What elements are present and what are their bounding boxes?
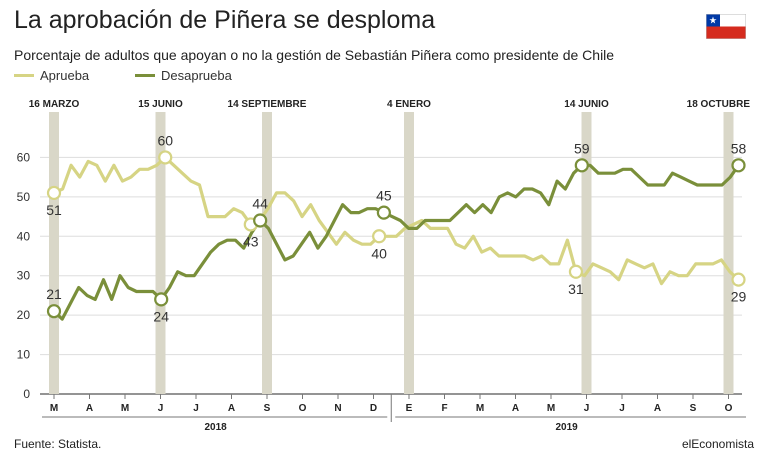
month-label: O <box>299 403 307 414</box>
month-label: N <box>334 403 341 414</box>
callout-label: 40 <box>371 245 387 261</box>
event-label: 4 ENERO <box>387 99 431 110</box>
callout-marker <box>372 229 387 244</box>
y-tick-label: 20 <box>17 308 31 322</box>
callout-label: 24 <box>153 308 169 324</box>
callout-label: 31 <box>568 281 584 297</box>
y-tick-label: 50 <box>17 190 31 204</box>
callout-label: 51 <box>46 202 62 218</box>
publisher-credit: elEconomista <box>681 437 754 451</box>
y-tick-label: 60 <box>17 150 31 164</box>
event-band <box>723 112 734 394</box>
event-band <box>262 112 272 394</box>
month-label: E <box>406 403 413 414</box>
month-label: O <box>725 403 733 414</box>
legend-label-desaprueba: Desaprueba <box>161 68 232 83</box>
event-band <box>581 112 592 394</box>
month-label: A <box>512 403 519 414</box>
legend-item-desaprueba: Desaprueba <box>135 68 232 83</box>
legend-swatch-aprueba <box>14 74 34 77</box>
y-tick-label: 30 <box>17 269 31 283</box>
year-label-2019: 2019 <box>556 422 579 433</box>
event-label: 14 SEPTIEMBRE <box>228 99 307 110</box>
month-label: M <box>547 403 555 414</box>
event-band <box>155 112 166 394</box>
month-label: J <box>158 403 164 414</box>
month-label: A <box>228 403 235 414</box>
callout-label: 59 <box>574 140 590 156</box>
month-label: D <box>370 403 377 414</box>
y-tick-label: 40 <box>17 229 31 243</box>
callout-marker <box>568 264 584 279</box>
event-band <box>49 112 59 394</box>
event-label: 14 JUNIO <box>564 99 609 110</box>
callout-marker <box>46 304 62 319</box>
month-label: M <box>50 403 58 414</box>
callout-label: 45 <box>376 188 392 204</box>
event-label: 16 MARZO <box>29 99 80 110</box>
month-label: S <box>690 403 697 414</box>
callout-marker <box>574 158 589 173</box>
callout-marker <box>731 158 746 173</box>
event-label: 15 JUNIO <box>138 99 183 110</box>
callout-label: 29 <box>731 289 747 305</box>
series-line-desaprueba <box>52 163 741 321</box>
chile-flag-icon <box>706 14 746 39</box>
callout-marker <box>158 150 173 165</box>
callout-label: 43 <box>243 233 259 249</box>
event-band <box>404 112 414 394</box>
callout-marker <box>376 205 391 220</box>
callout-marker <box>46 185 62 201</box>
legend-swatch-desaprueba <box>135 74 155 77</box>
month-label: M <box>121 403 129 414</box>
chart-title: La aprobación de Piñera se desploma <box>14 6 436 34</box>
chart-subtitle: Porcentaje de adultos que apoyan o no la… <box>14 47 615 63</box>
legend-item-aprueba: Aprueba <box>14 68 89 83</box>
callout-marker <box>253 213 268 228</box>
month-label: J <box>584 403 590 414</box>
month-label: J <box>619 403 625 414</box>
month-label: J <box>193 403 199 414</box>
month-label: A <box>86 403 93 414</box>
callout-label: 21 <box>46 286 62 302</box>
month-label: S <box>264 403 271 414</box>
month-label: A <box>654 403 661 414</box>
month-label: M <box>476 403 484 414</box>
legend-label-aprueba: Aprueba <box>40 68 90 83</box>
y-tick-label: 0 <box>23 387 30 401</box>
callout-label: 60 <box>157 132 173 148</box>
callout-marker <box>154 292 169 307</box>
source-note: Fuente: Statista. <box>14 437 102 451</box>
y-tick-label: 10 <box>17 348 31 362</box>
callout-label: 58 <box>731 140 747 156</box>
year-label-2018: 2018 <box>205 422 228 433</box>
month-label: F <box>441 403 447 414</box>
event-label: 18 OCTUBRE <box>687 99 751 110</box>
callout-marker <box>731 272 746 287</box>
callout-label: 44 <box>252 196 268 212</box>
